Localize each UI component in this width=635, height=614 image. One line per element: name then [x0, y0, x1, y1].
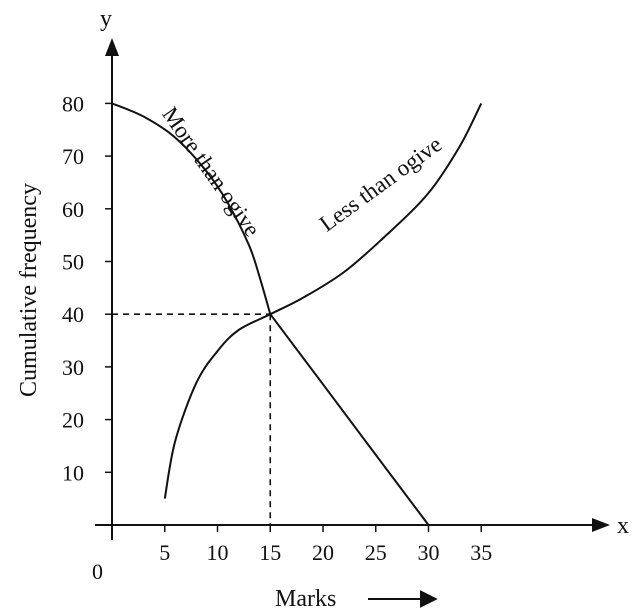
y-tick-label-50: 50	[62, 250, 84, 275]
y-tick-label-80: 80	[62, 91, 84, 116]
y-axis-title: Cumulative frequency	[16, 183, 42, 397]
y-tick-label-30: 30	[62, 355, 84, 380]
y-tick-label-10: 10	[62, 460, 84, 485]
more-than-ogive-label: More than ogive	[157, 102, 265, 241]
y-ticks: 10 20 30 40 50 60 70 80	[62, 91, 112, 485]
x-tick-label-20: 20	[312, 540, 334, 565]
origin-label: 0	[92, 559, 103, 584]
intersection-guides	[112, 313, 272, 525]
x-tick-label-5: 5	[159, 540, 170, 565]
less-than-ogive-curve	[163, 102, 483, 499]
axes: x y 0	[92, 6, 629, 584]
y-tick-label-20: 20	[62, 408, 84, 433]
x-tick-label-15: 15	[259, 540, 281, 565]
x-axis-arrowhead	[592, 518, 610, 532]
x-tick-label-35: 35	[470, 540, 492, 565]
x-axis-letter: x	[617, 513, 629, 539]
x-tick-label-25: 25	[365, 540, 387, 565]
y-tick-label-60: 60	[62, 197, 84, 222]
x-ticks: 5 10 15 20 25 30 35	[159, 525, 492, 565]
more-than-ogive-curve	[111, 102, 430, 526]
x-tick-label-10: 10	[207, 540, 229, 565]
less-than-ogive-label: Less than ogive	[315, 131, 446, 236]
y-axis-arrowhead	[105, 38, 119, 56]
x-axis-title-group: Marks	[275, 586, 438, 612]
y-axis-letter: y	[100, 6, 112, 32]
x-tick-label-30: 30	[418, 540, 440, 565]
y-tick-label-40: 40	[62, 302, 84, 327]
y-tick-label-70: 70	[62, 144, 84, 169]
x-axis-title: Marks	[275, 586, 336, 612]
